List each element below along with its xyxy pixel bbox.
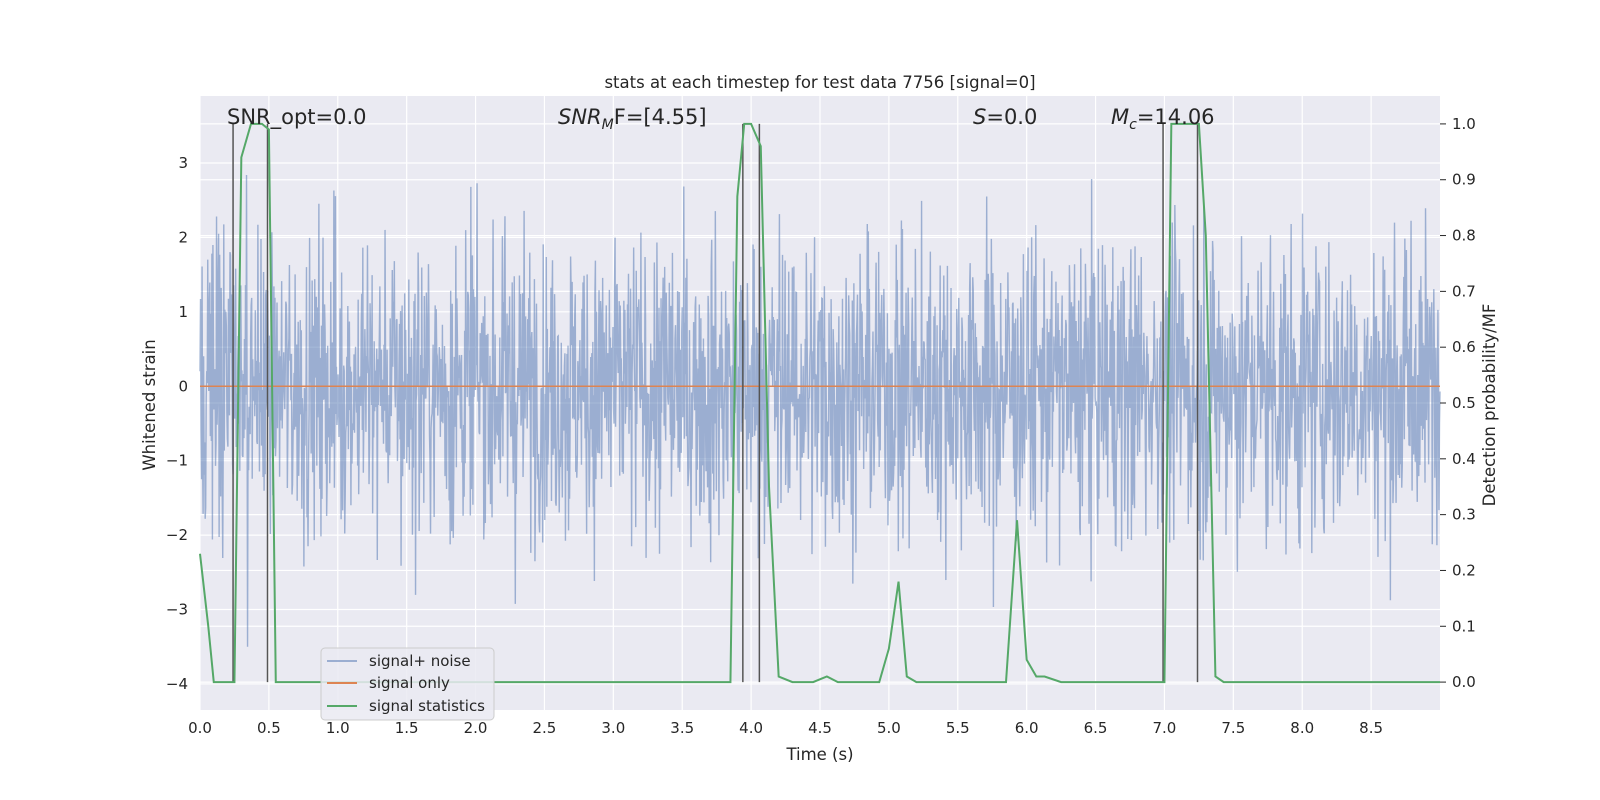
- y-right-tick-label: 0.5: [1452, 394, 1476, 412]
- mc-rest: =14.06: [1137, 105, 1215, 129]
- y-right-tick-label: 0.9: [1452, 171, 1476, 189]
- snr-mf-symbol: SNR: [558, 105, 602, 129]
- legend-box: [320, 647, 495, 721]
- y-right-tick-label: 1.0: [1452, 115, 1476, 133]
- x-tick-label: 6.0: [1015, 719, 1039, 737]
- y-right-tick-label: 0.0: [1452, 673, 1476, 691]
- annotation-snr-opt: SNR_opt=0.0: [227, 105, 367, 130]
- y-left-tick-label: −3: [166, 601, 188, 619]
- s-symbol: S: [973, 105, 986, 129]
- x-tick-label: 2.5: [533, 719, 557, 737]
- y-right-tick-label: 0.3: [1452, 506, 1476, 524]
- statistics-line: [199, 122, 1440, 684]
- series-signal-statistics: [199, 122, 1440, 684]
- mc-symbol: M: [1111, 105, 1129, 129]
- y-right-tick-label: 0.6: [1452, 338, 1476, 356]
- series-signal-noise: [199, 175, 1441, 647]
- x-tick-labels: 0.0 0.5 1.0 1.5 2.0 2.5 3.0 3.5 4.0 4.5 5.0 5.5 6.0 6…: [188, 719, 1383, 737]
- x-tick-label: 5.5: [946, 719, 970, 737]
- y-left-tick-label: 2: [178, 228, 188, 246]
- x-tick-label: 8.5: [1359, 719, 1383, 737]
- y-left-tick-label: −4: [166, 675, 188, 693]
- mc-subscript: c: [1129, 117, 1137, 133]
- x-tick-label: 1.0: [326, 719, 350, 737]
- x-tick-label: 0.0: [188, 719, 212, 737]
- y-left-tick-labels: −4 −3 −2 −1 0 1 2 3: [166, 154, 188, 693]
- chart-title: stats at each timestep for test data 775…: [604, 73, 1035, 92]
- x-tick-label: 0.5: [257, 719, 281, 737]
- x-tick-label: 3.0: [601, 719, 625, 737]
- noise-line: [199, 175, 1441, 647]
- x-tick-label: 6.5: [1084, 719, 1108, 737]
- vertical-lines: [232, 123, 1199, 683]
- snr-mf-subscript: M: [602, 117, 614, 133]
- legend-label-signal-statistics: signal statistics: [369, 697, 485, 715]
- y-right-tick-labels: 0.0 0.1 0.2 0.3 0.4 0.5 0.6 0.7 0.8 0.9 1.0: [1440, 115, 1476, 691]
- grid-y-left: [200, 162, 1440, 685]
- y-left-tick-label: −1: [166, 452, 188, 470]
- x-axis-label: Time (s): [785, 745, 853, 764]
- y-right-tick-label: 0.8: [1452, 227, 1476, 245]
- x-tick-label: 8.0: [1290, 719, 1314, 737]
- x-tick-label: 4.0: [739, 719, 763, 737]
- y-left-axis-label: Whitened strain: [140, 339, 159, 470]
- y-right-tick-label: 0.2: [1452, 561, 1476, 579]
- x-tick-label: 5.0: [877, 719, 901, 737]
- y-left-tick-label: 3: [178, 154, 188, 172]
- x-tick-label: 3.5: [670, 719, 694, 737]
- x-tick-label: 7.5: [1221, 719, 1245, 737]
- x-tick-label: 7.0: [1153, 719, 1177, 737]
- snr-mf-rest: F=[4.55]: [614, 105, 707, 129]
- y-left-tick-label: 1: [178, 303, 188, 321]
- y-right-tick-label: 0.7: [1452, 282, 1476, 300]
- annotation-mc: Mc=14.06: [1111, 105, 1215, 133]
- x-tick-label: 4.5: [808, 719, 832, 737]
- grid-y-right: [200, 123, 1440, 683]
- s-rest: =0.0: [986, 105, 1037, 129]
- legend-label-signal-noise: signal+ noise: [369, 652, 471, 670]
- y-right-tick-label: 0.4: [1452, 450, 1476, 468]
- legend: signal+ noise signal only signal statist…: [320, 647, 495, 721]
- x-tick-label: 2.0: [464, 719, 488, 737]
- annotation-s: S=0.0: [973, 105, 1037, 129]
- y-left-tick-label: −2: [166, 526, 188, 544]
- annotation-snr-mf: SNRMF=[4.55]: [558, 105, 707, 133]
- x-tick-label: 1.5: [395, 719, 419, 737]
- y-left-tick-label: 0: [178, 377, 188, 395]
- y-right-tick-label: 0.1: [1452, 617, 1476, 635]
- legend-label-signal-only: signal only: [369, 674, 450, 692]
- y-right-axis-label: Detection probability/MF: [1480, 304, 1499, 507]
